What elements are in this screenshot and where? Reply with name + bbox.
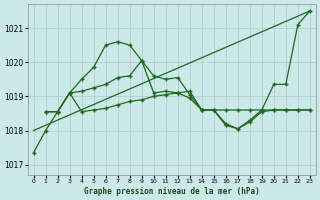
X-axis label: Graphe pression niveau de la mer (hPa): Graphe pression niveau de la mer (hPa) [84, 187, 260, 196]
